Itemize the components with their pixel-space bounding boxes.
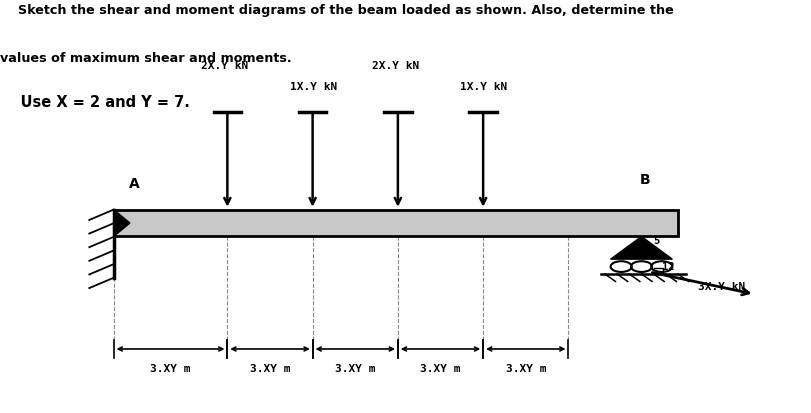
Text: 1X.Y kN: 1X.Y kN <box>460 82 507 92</box>
Text: A: A <box>128 177 139 191</box>
Text: 12: 12 <box>661 262 673 272</box>
Text: 1X.Y kN: 1X.Y kN <box>290 82 337 92</box>
Text: values of maximum shear and moments.: values of maximum shear and moments. <box>0 52 291 64</box>
Text: 2X.Y kN: 2X.Y kN <box>371 61 418 71</box>
Text: 3.XY m: 3.XY m <box>420 364 460 374</box>
Polygon shape <box>610 236 672 259</box>
Text: 3.XY m: 3.XY m <box>335 364 375 374</box>
Text: B: B <box>639 173 650 187</box>
Text: 5: 5 <box>653 236 659 246</box>
Text: 3.XY m: 3.XY m <box>150 364 191 374</box>
Text: Sketch the shear and moment diagrams of the beam loaded as shown. Also, determin: Sketch the shear and moment diagrams of … <box>0 4 673 17</box>
Polygon shape <box>114 209 130 236</box>
Text: 3.XY m: 3.XY m <box>505 364 545 374</box>
Text: 3.XY m: 3.XY m <box>250 364 290 374</box>
Bar <box>114 209 677 236</box>
Text: 3X.Y kN: 3X.Y kN <box>697 282 744 292</box>
Text: Use X = 2 and Y = 7.: Use X = 2 and Y = 7. <box>0 95 190 110</box>
Text: 2X.Y kN: 2X.Y kN <box>201 61 248 71</box>
